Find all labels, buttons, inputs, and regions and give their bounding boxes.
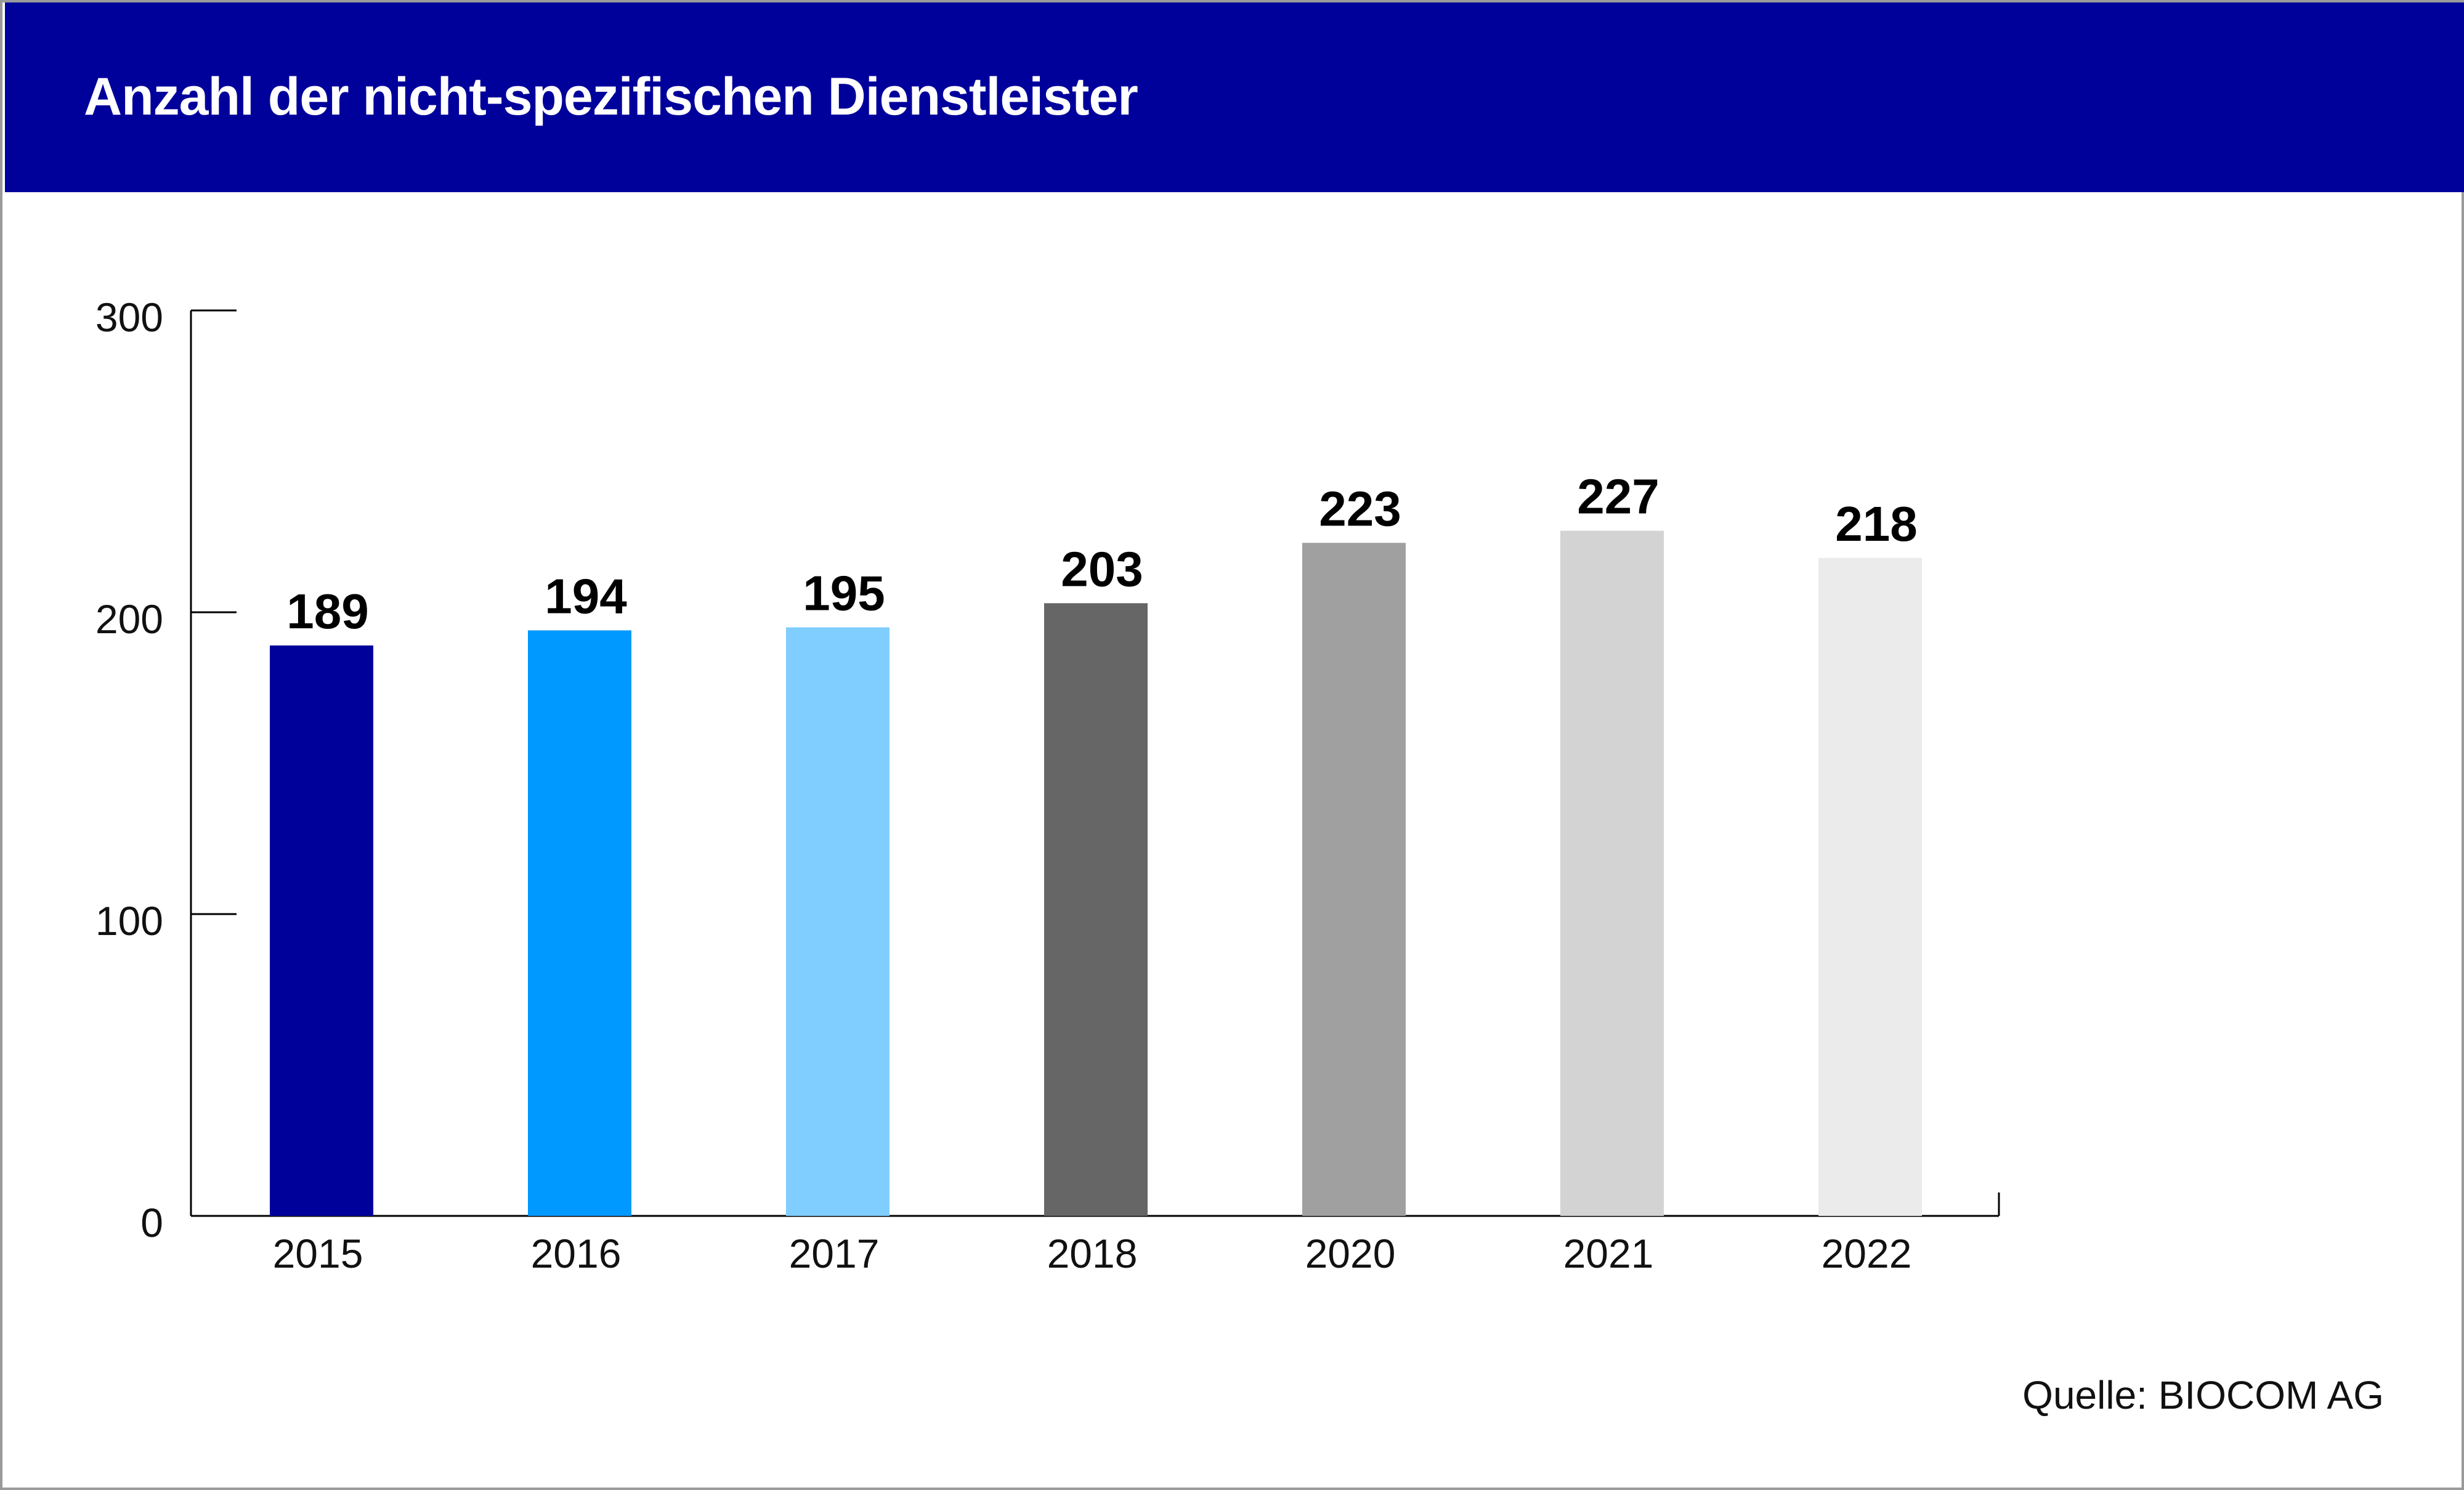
data-label-2015: 189 — [286, 584, 368, 639]
bar-2017 — [786, 627, 890, 1216]
data-label-2020: 223 — [1319, 481, 1401, 536]
x-tick-label-2021: 2021 — [1563, 1231, 1654, 1276]
bar-2020 — [1302, 543, 1406, 1216]
x-tick-label-2016: 2016 — [531, 1231, 622, 1276]
x-tick-label-2017: 2017 — [789, 1231, 880, 1276]
header-bar: Anzahl der nicht-spezifischen Dienstleis… — [5, 2, 2464, 192]
x-tick-label-2018: 2018 — [1047, 1231, 1138, 1276]
data-label-2016: 194 — [545, 569, 627, 623]
data-label-2017: 195 — [803, 566, 885, 621]
chart-labels: 0 100 200 300 189 2015 194 2016 195 2017 203 2018 22… — [95, 294, 1918, 1276]
data-label-2022: 218 — [1835, 496, 1917, 551]
bar-2015 — [270, 645, 373, 1216]
y-tick-label-100: 100 — [95, 898, 163, 944]
y-tick-label-200: 200 — [95, 596, 163, 642]
x-tick-label-2015: 2015 — [273, 1231, 363, 1276]
y-tick-label-0: 0 — [140, 1200, 163, 1245]
x-tick-label-2020: 2020 — [1305, 1231, 1396, 1276]
x-tick-label-2022: 2022 — [1822, 1231, 1912, 1276]
chart-bars — [270, 530, 1922, 1217]
bar-2018 — [1044, 603, 1148, 1216]
y-tick-label-300: 300 — [95, 294, 163, 340]
bar-2022 — [1818, 557, 1922, 1216]
bar-2016 — [528, 630, 631, 1216]
chart-title: Anzahl der nicht-spezifischen Dienstleis… — [84, 67, 1138, 126]
bar-2021 — [1560, 530, 1664, 1217]
data-label-2018: 203 — [1061, 541, 1143, 596]
data-label-2021: 227 — [1577, 469, 1659, 524]
source-note: Quelle: BIOCOM AG — [2022, 1373, 2384, 1417]
